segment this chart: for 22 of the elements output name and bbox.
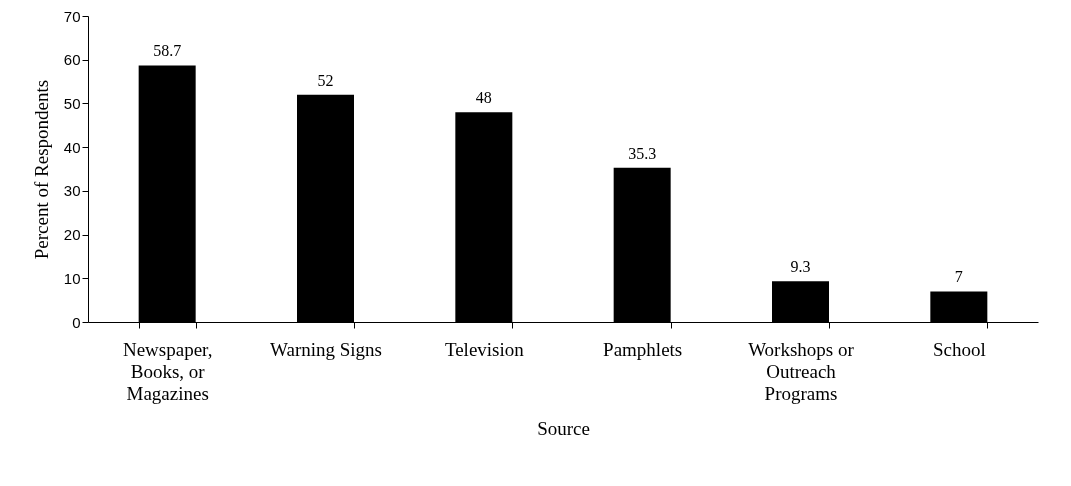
data-label: 35.3 [628, 144, 657, 162]
data-label: 7 [954, 268, 963, 286]
y-tick-label: 40 [63, 138, 81, 156]
y-tick-label: 50 [63, 94, 81, 112]
x-tick-label: School [932, 338, 986, 360]
y-tick-label: 0 [72, 313, 81, 331]
y-tick-label: 20 [63, 226, 81, 244]
y-axis-title: Percent of Respondents [30, 79, 52, 260]
y-tick-label: 30 [63, 182, 81, 200]
y-tick-label: 10 [63, 269, 81, 287]
x-axis-title: Source [537, 417, 590, 439]
x-tick-label: Television [444, 338, 525, 360]
x-tick-label: Workshops or Outreach Programs [748, 338, 855, 404]
data-label: 52 [317, 71, 334, 89]
data-label: 48 [475, 89, 492, 107]
data-label: 9.3 [790, 258, 811, 276]
y-tick-label: 60 [63, 51, 81, 69]
data-label: 58.7 [153, 42, 182, 60]
y-tick-label: 70 [63, 7, 81, 25]
x-tick-label: Pamphlets [603, 338, 683, 360]
x-tick-label: Warning Signs [270, 338, 382, 360]
x-tick-label: Newspaper, Books, or Magazines [122, 338, 213, 404]
